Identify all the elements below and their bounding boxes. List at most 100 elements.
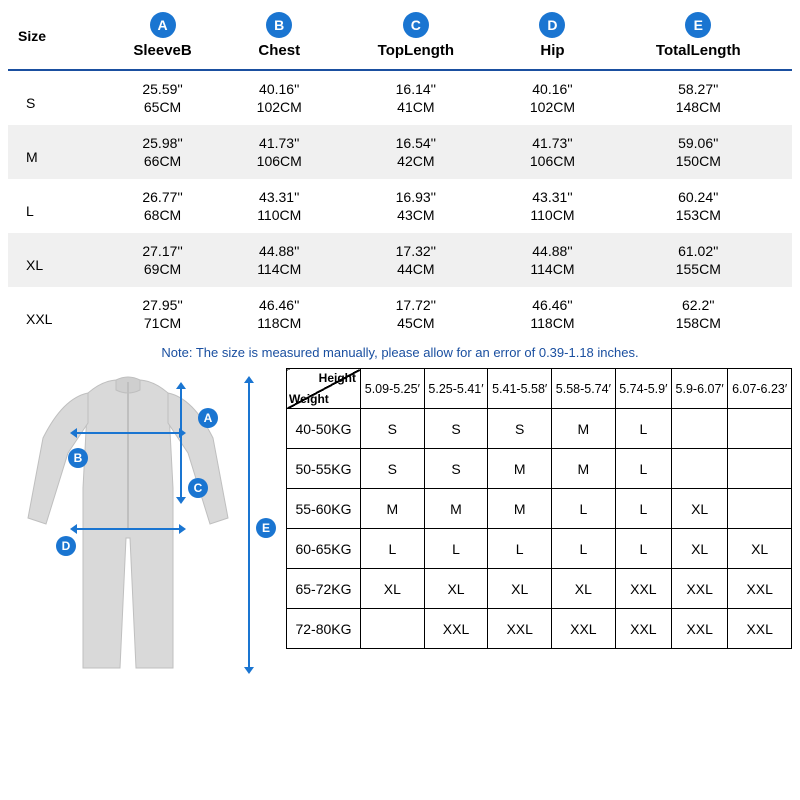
- rec-cell: M: [424, 489, 488, 529]
- badge-a: A: [150, 12, 176, 38]
- diagram-badge-c: C: [188, 478, 208, 498]
- cell-inches: 27.95'': [98, 287, 227, 314]
- cell-inches: 44.88'': [227, 233, 331, 260]
- cell-inches: 17.32'': [331, 233, 500, 260]
- cell-inches: 46.46'': [227, 287, 331, 314]
- cell-inches: 58.27'': [605, 70, 792, 98]
- cell-cm: 44CM: [331, 260, 500, 287]
- cell-inches: 61.02'': [605, 233, 792, 260]
- recommendation-table: Height Weight 5.09-5.25′5.25-5.41′5.41-5…: [286, 368, 792, 649]
- cell-cm: 114CM: [227, 260, 331, 287]
- cell-cm: 69CM: [98, 260, 227, 287]
- weight-cell: 40-50KG: [287, 409, 361, 449]
- corner-weight-label: Weight: [289, 392, 329, 406]
- rec-cell: L: [424, 529, 488, 569]
- cell-cm: 118CM: [500, 314, 604, 341]
- col-sleeveb: ASleeveB: [98, 8, 227, 70]
- cell-cm: 106CM: [227, 152, 331, 179]
- rec-cell: L: [552, 529, 616, 569]
- size-table: Size ASleeveB BChest CTopLength DHip ETo…: [8, 8, 792, 341]
- size-row-inches: M25.98''41.73''16.54''41.73''59.06'': [8, 125, 792, 152]
- size-row-inches: L26.77''43.31''16.93''43.31''60.24'': [8, 179, 792, 206]
- weight-cell: 50-55KG: [287, 449, 361, 489]
- cell-inches: 27.17'': [98, 233, 227, 260]
- rec-cell: XL: [672, 529, 728, 569]
- size-row-inches: S25.59''40.16''16.14''40.16''58.27'': [8, 70, 792, 98]
- rec-cell: L: [488, 529, 552, 569]
- rec-cell: M: [552, 409, 616, 449]
- height-col: 6.07-6.23′: [728, 369, 792, 409]
- badge-c: C: [403, 12, 429, 38]
- rec-cell: [672, 449, 728, 489]
- rec-row: 72-80KGXXLXXLXXLXXLXXLXXL: [287, 609, 792, 649]
- corner-height-label: Height: [319, 371, 356, 385]
- cell-cm: 150CM: [605, 152, 792, 179]
- rec-cell: XL: [424, 569, 488, 609]
- cell-inches: 41.73'': [227, 125, 331, 152]
- cell-cm: 110CM: [227, 206, 331, 233]
- size-label: L: [8, 179, 98, 233]
- rec-cell: [361, 609, 425, 649]
- rec-cell: S: [424, 449, 488, 489]
- cell-inches: 40.16'': [227, 70, 331, 98]
- size-row-cm: 66CM106CM42CM106CM150CM: [8, 152, 792, 179]
- height-col: 5.41-5.58′: [488, 369, 552, 409]
- size-label: XXL: [8, 287, 98, 341]
- cell-inches: 60.24'': [605, 179, 792, 206]
- cell-inches: 59.06'': [605, 125, 792, 152]
- cell-cm: 106CM: [500, 152, 604, 179]
- rec-cell: M: [552, 449, 616, 489]
- cell-inches: 44.88'': [500, 233, 604, 260]
- size-row-inches: XL27.17''44.88''17.32''44.88''61.02'': [8, 233, 792, 260]
- cell-cm: 65CM: [98, 98, 227, 125]
- rec-cell: M: [488, 489, 552, 529]
- cell-cm: 153CM: [605, 206, 792, 233]
- cell-cm: 45CM: [331, 314, 500, 341]
- cell-cm: 71CM: [98, 314, 227, 341]
- rec-cell: [728, 449, 792, 489]
- diagram-badge-a: A: [198, 408, 218, 428]
- arrow-hip: [76, 528, 180, 530]
- measurement-note: Note: The size is measured manually, ple…: [8, 345, 792, 360]
- height-col: 5.25-5.41′: [424, 369, 488, 409]
- rec-corner: Height Weight: [287, 369, 361, 409]
- cell-inches: 41.73'': [500, 125, 604, 152]
- garment-diagram: A B C D E: [8, 368, 278, 678]
- cell-inches: 16.54'': [331, 125, 500, 152]
- rec-row: 55-60KGMMMLLXL: [287, 489, 792, 529]
- weight-cell: 65-72KG: [287, 569, 361, 609]
- weight-cell: 72-80KG: [287, 609, 361, 649]
- arrow-toplength: [180, 388, 182, 498]
- cell-inches: 62.2'': [605, 287, 792, 314]
- cell-inches: 43.31'': [500, 179, 604, 206]
- cell-inches: 16.14'': [331, 70, 500, 98]
- col-totallength: ETotalLength: [605, 8, 792, 70]
- size-row-cm: 71CM118CM45CM118CM158CM: [8, 314, 792, 341]
- rec-cell: S: [361, 449, 425, 489]
- rec-row: 40-50KGSSSML: [287, 409, 792, 449]
- cell-cm: 41CM: [331, 98, 500, 125]
- col-chest: BChest: [227, 8, 331, 70]
- col-label: Chest: [227, 42, 331, 59]
- height-col: 5.09-5.25′: [361, 369, 425, 409]
- cell-cm: 155CM: [605, 260, 792, 287]
- rec-cell: S: [424, 409, 488, 449]
- rec-cell: M: [488, 449, 552, 489]
- cell-cm: 102CM: [227, 98, 331, 125]
- rec-cell: L: [361, 529, 425, 569]
- size-label: M: [8, 125, 98, 179]
- height-col: 5.9-6.07′: [672, 369, 728, 409]
- col-hip: DHip: [500, 8, 604, 70]
- garment-svg: [8, 368, 278, 678]
- cell-inches: 26.77'': [98, 179, 227, 206]
- cell-cm: 114CM: [500, 260, 604, 287]
- rec-cell: XL: [361, 569, 425, 609]
- cell-inches: 17.72'': [331, 287, 500, 314]
- rec-cell: [728, 489, 792, 529]
- bottom-section: A B C D E Height Weight 5.09-5.25′5.25-5…: [8, 368, 792, 678]
- arrow-chest: [76, 432, 180, 434]
- badge-e: E: [685, 12, 711, 38]
- col-label: TopLength: [331, 42, 500, 59]
- cell-inches: 40.16'': [500, 70, 604, 98]
- size-label: S: [8, 70, 98, 125]
